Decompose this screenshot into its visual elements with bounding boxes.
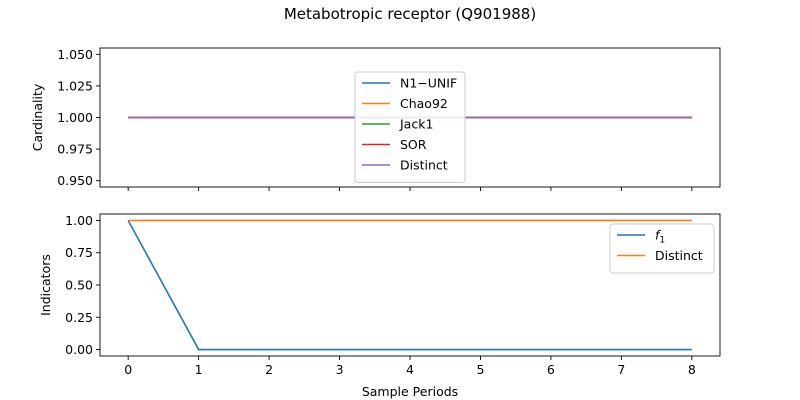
y-tick-label: 1.00 bbox=[65, 213, 93, 228]
y-tick-label: 0.25 bbox=[65, 310, 93, 325]
x-axis-label: Sample Periods bbox=[362, 384, 458, 399]
legend: N1−UNIF Chao92 Jack1 SOR Distinct bbox=[354, 71, 466, 183]
legend-entry: Jack1 bbox=[399, 117, 433, 132]
x-tick-label: 5 bbox=[476, 362, 484, 377]
legend-entry: Chao92 bbox=[400, 96, 448, 111]
x-tick-label: 0 bbox=[124, 362, 132, 377]
legend-entry: Distinct bbox=[400, 158, 448, 173]
y-tick-label: 0.50 bbox=[65, 278, 93, 293]
y-tick-label: 0.950 bbox=[57, 173, 93, 188]
x-tick-label: 3 bbox=[336, 362, 344, 377]
x-tick-label: 7 bbox=[617, 362, 625, 377]
x-tick-label: 6 bbox=[547, 362, 555, 377]
series-line-1-0 bbox=[127, 220, 692, 351]
y-tick-label: 0.75 bbox=[65, 245, 93, 260]
x-tick-label: 8 bbox=[688, 362, 696, 377]
legend-entry: Distinct bbox=[655, 248, 703, 263]
chart-title: Metabotropic receptor (Q901988) bbox=[284, 5, 536, 23]
legend-box bbox=[354, 71, 466, 183]
y-axis-label: Cardinality bbox=[30, 83, 45, 151]
legend-entry: SOR bbox=[400, 137, 427, 152]
y-tick-label: 0.975 bbox=[57, 142, 93, 157]
y-tick-label: 1.050 bbox=[57, 47, 93, 62]
y-tick-label: 1.025 bbox=[57, 78, 93, 93]
legend: f1 Distinct bbox=[609, 223, 715, 274]
indicators-panel: 0 1 2 3 4 5 6 7 8 0.00 0.25 0.50 0.75 1.00 Indicators S… bbox=[38, 213, 721, 399]
cardinality-panel: 0.950 0.975 1.000 1.025 1.050 Cardinality N1−U… bbox=[30, 47, 721, 191]
y-tick-label: 0.00 bbox=[65, 342, 93, 357]
legend-entry: f1 bbox=[655, 228, 665, 246]
x-tick-label: 4 bbox=[406, 362, 414, 377]
x-tick-label: 1 bbox=[195, 362, 203, 377]
x-tick-label: 2 bbox=[265, 362, 273, 377]
legend-entry: N1−UNIF bbox=[400, 76, 457, 91]
y-axis-label: Indicators bbox=[38, 254, 53, 316]
y-tick-label: 1.000 bbox=[57, 110, 93, 125]
legend-box bbox=[609, 223, 715, 274]
